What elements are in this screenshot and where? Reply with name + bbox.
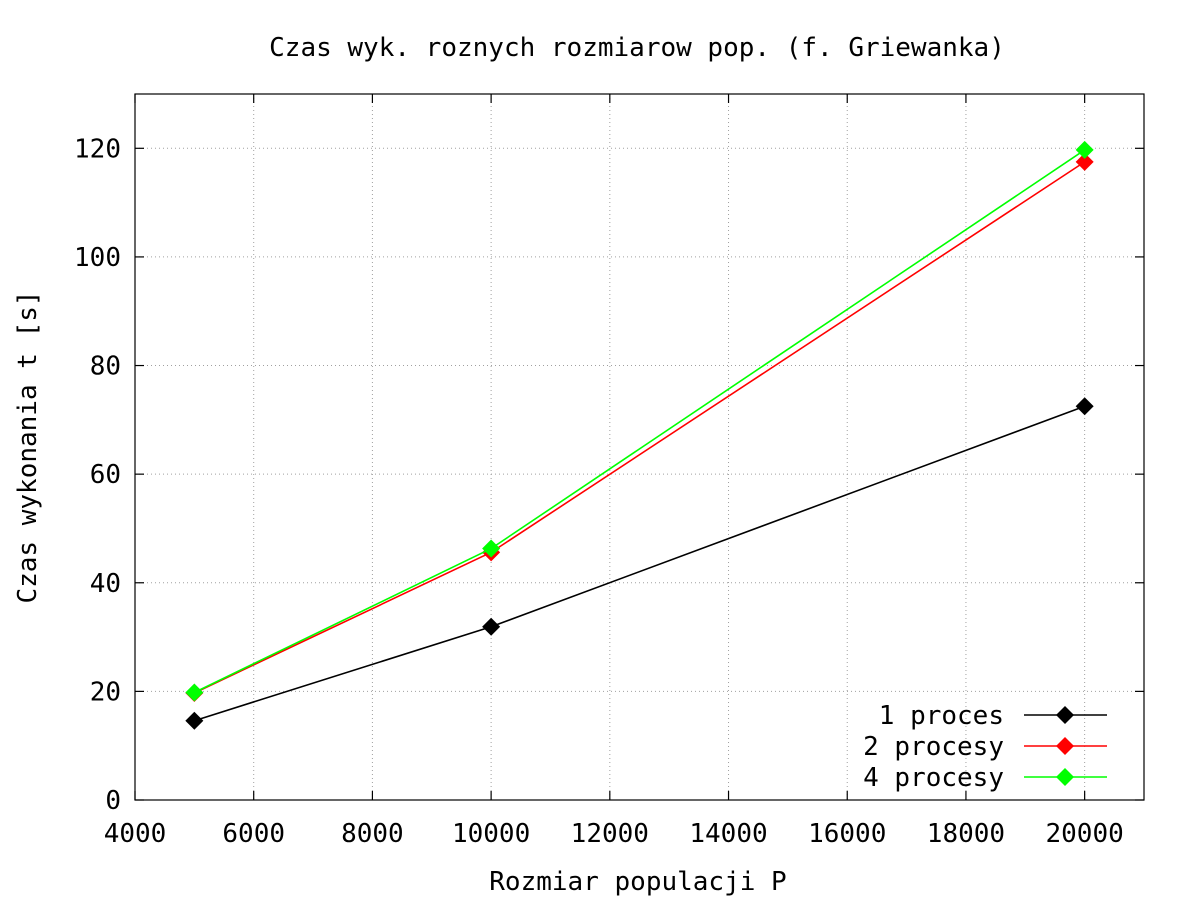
x-tick-label: 4000 — [104, 819, 167, 849]
plot-frame — [134, 93, 1145, 801]
y-tick-label: 80 — [90, 352, 121, 382]
y-tick-label: 100 — [74, 243, 121, 273]
series-line — [194, 405, 1085, 722]
x-tick-label: 8000 — [341, 819, 404, 849]
x-tick-label: 14000 — [689, 819, 767, 849]
y-tick-label: 120 — [74, 134, 121, 164]
x-tick-label: 10000 — [452, 819, 530, 849]
legend-entry: 2 procesy — [863, 732, 1107, 762]
series-line — [194, 149, 1086, 694]
x-tick-label: 6000 — [222, 819, 285, 849]
grid-lines — [135, 94, 1144, 800]
series-group — [185, 140, 1094, 730]
chart-title: Czas wyk. roznych rozmiarow pop. (f. Gri… — [269, 33, 1005, 63]
y-tick-label: 0 — [105, 786, 121, 816]
legend-marker — [1056, 737, 1074, 755]
y-axis-label: Czas wykonania t [s] — [13, 290, 43, 603]
x-axis-label: Rozmiar populacji P — [489, 867, 786, 897]
legend-marker — [1056, 768, 1074, 786]
legend-label: 4 procesy — [863, 763, 1004, 793]
data-point-marker — [185, 683, 204, 702]
y-tick-label: 40 — [90, 569, 121, 599]
data-point-marker — [1075, 152, 1094, 171]
axis-ticks: 0 20 40 60 80 100 120 4000 6000 8000 10000 12000 140… — [74, 94, 1144, 849]
data-point-marker — [1075, 140, 1094, 159]
legend-label: 1 proces — [879, 701, 1004, 731]
legend-marker — [1056, 706, 1074, 724]
data-point-marker — [185, 711, 204, 730]
data-point-marker — [482, 539, 501, 558]
y-tick-label: 60 — [90, 460, 121, 490]
data-point-marker — [1075, 397, 1094, 416]
legend-entry: 1 proces — [879, 701, 1107, 731]
series-line — [194, 161, 1086, 694]
x-tick-label: 20000 — [1046, 819, 1124, 849]
x-tick-label: 12000 — [571, 819, 649, 849]
y-tick-label: 20 — [90, 677, 121, 707]
series-3 — [185, 140, 1094, 702]
series-1 — [185, 397, 1094, 730]
legend-label: 2 procesy — [863, 732, 1004, 762]
legend-entry: 4 procesy — [863, 763, 1107, 793]
x-tick-label: 18000 — [927, 819, 1005, 849]
x-tick-label: 16000 — [808, 819, 886, 849]
data-point-marker — [482, 617, 501, 636]
